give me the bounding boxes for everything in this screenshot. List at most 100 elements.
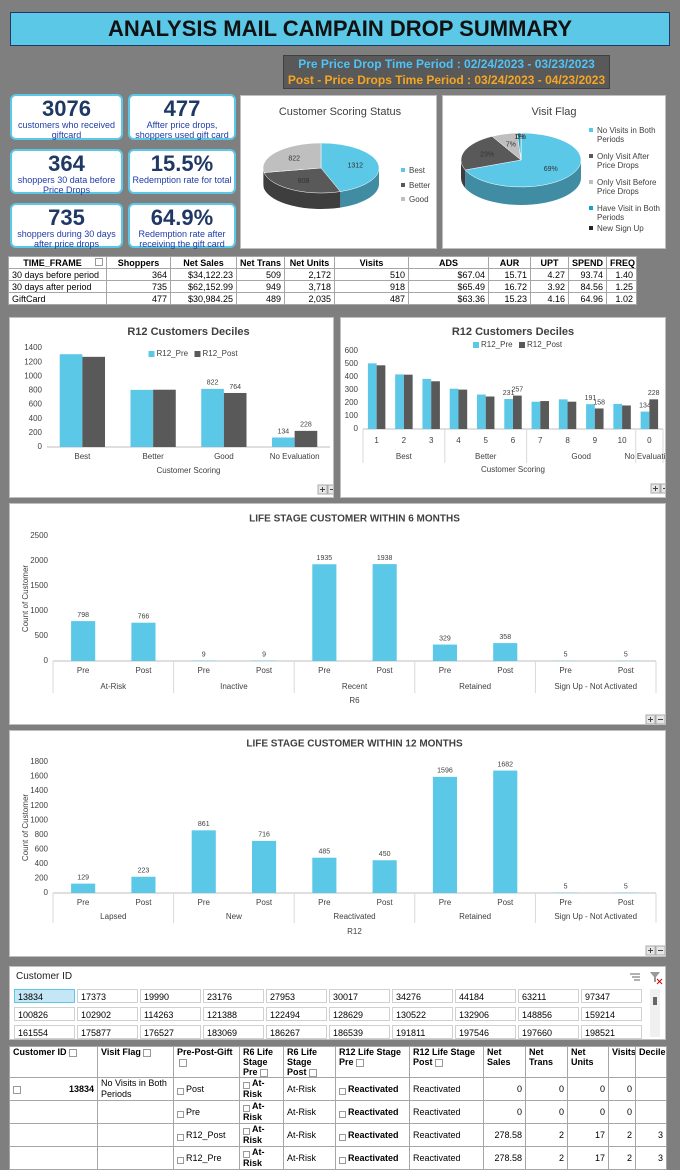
expand-icon[interactable]: [339, 1088, 346, 1095]
expand-icon[interactable]: [177, 1134, 184, 1141]
data-label: 861: [198, 821, 210, 828]
slicer-item[interactable]: 34276: [392, 989, 453, 1003]
slicer-item[interactable]: 130522: [392, 1007, 453, 1021]
pivot-cell: At-Risk: [284, 1124, 336, 1147]
clear-filter-icon[interactable]: [650, 972, 662, 984]
table-cell: GiftCard: [9, 293, 107, 305]
slicer-item[interactable]: 183069: [203, 1025, 264, 1039]
chart-title: Visit Flag: [531, 106, 576, 118]
slicer-item[interactable]: 63211: [518, 989, 579, 1003]
expand-icon[interactable]: [177, 1157, 184, 1164]
cell-text: 3: [658, 1130, 663, 1140]
bar: [224, 393, 247, 447]
table-cell: 477: [107, 293, 171, 305]
data-label: 228: [648, 390, 660, 397]
x-tick-label: Pre: [439, 898, 452, 907]
slicer-item[interactable]: 148856: [518, 1007, 579, 1021]
slicer-item[interactable]: 176527: [140, 1025, 201, 1039]
slicer-item[interactable]: 114263: [140, 1007, 201, 1021]
expand-icon[interactable]: [339, 1157, 346, 1164]
collapse-button[interactable]: [656, 715, 665, 724]
collapse-button[interactable]: [661, 484, 666, 493]
slicer-item[interactable]: 44184: [455, 989, 516, 1003]
filter-dropdown[interactable]: [179, 1059, 187, 1067]
slicer-item[interactable]: 132906: [455, 1007, 516, 1021]
slicer-item[interactable]: 122494: [266, 1007, 327, 1021]
pivot-cell: 3: [636, 1147, 667, 1170]
table-cell: 2,035: [285, 293, 335, 305]
expand-icon[interactable]: [177, 1111, 184, 1118]
group-label: Lapsed: [100, 912, 126, 921]
legend-label: Better: [409, 181, 430, 190]
slicer-item[interactable]: 121388: [203, 1007, 264, 1021]
expand-button[interactable]: [651, 484, 660, 493]
multi-select-icon[interactable]: [630, 974, 640, 980]
legend-entry: No Visits in Both Periods: [597, 126, 665, 144]
slicer-item[interactable]: 102902: [77, 1007, 138, 1021]
filter-dropdown[interactable]: [260, 1069, 268, 1077]
expand-button[interactable]: [318, 485, 327, 494]
slicer-item[interactable]: 30017: [329, 989, 390, 1003]
scroll-thumb[interactable]: [653, 997, 657, 1005]
pivot-cell: 0: [484, 1078, 526, 1101]
data-label: 358: [499, 634, 511, 641]
cell-text: 0: [559, 1084, 564, 1094]
x-tick-label: Post: [135, 666, 152, 675]
slicer-item[interactable]: 186539: [329, 1025, 390, 1039]
filter-dropdown[interactable]: [95, 258, 103, 266]
data-label: 134: [639, 402, 651, 409]
scrollbar[interactable]: [650, 989, 660, 1037]
slicer-item[interactable]: 19990: [140, 989, 201, 1003]
dashboard-title: ANALYSIS MAIL CAMPAIN DROP SUMMARY: [10, 12, 670, 46]
data-label: 808: [298, 178, 310, 185]
y-axis-title: Count of Customer: [21, 565, 30, 632]
collapse-button[interactable]: [328, 485, 334, 494]
cell-text: 13834: [69, 1084, 94, 1094]
y-tick-label: 1800: [30, 757, 48, 766]
expand-button[interactable]: [646, 715, 655, 724]
expand-icon[interactable]: [243, 1151, 250, 1158]
slicer-item[interactable]: 100826: [14, 1007, 75, 1021]
slicer-item[interactable]: 13834: [14, 989, 75, 1003]
x-tick-label: 8: [565, 436, 570, 445]
slicer-item[interactable]: 128629: [329, 1007, 390, 1021]
slicer-item[interactable]: 191811: [392, 1025, 453, 1039]
y-tick-label: 1400: [30, 786, 48, 795]
slicer-item[interactable]: 198521: [581, 1025, 642, 1039]
expand-icon[interactable]: [339, 1111, 346, 1118]
slicer-item[interactable]: 197546: [455, 1025, 516, 1039]
y-tick-label: 0: [44, 888, 49, 897]
collapse-button[interactable]: [656, 946, 665, 955]
x-tick-label: 3: [429, 436, 434, 445]
table-cell: 509: [237, 269, 285, 281]
slicer-item[interactable]: 159214: [581, 1007, 642, 1021]
filter-dropdown[interactable]: [356, 1059, 364, 1067]
table-cell: $62,152.99: [171, 281, 237, 293]
y-tick-label: 1500: [30, 581, 48, 590]
slicer-item[interactable]: 186267: [266, 1025, 327, 1039]
filter-dropdown[interactable]: [69, 1049, 77, 1057]
slicer-item[interactable]: 197660: [518, 1025, 579, 1039]
expand-icon[interactable]: [243, 1128, 250, 1135]
slicer-item[interactable]: 27953: [266, 989, 327, 1003]
expand-icon[interactable]: [243, 1082, 250, 1089]
expand-icon[interactable]: [177, 1088, 184, 1095]
expand-button[interactable]: [646, 946, 655, 955]
slicer-item[interactable]: 175877: [77, 1025, 138, 1039]
filter-dropdown[interactable]: [143, 1049, 151, 1057]
expand-icon[interactable]: [243, 1105, 250, 1112]
cell-text: 0: [600, 1107, 605, 1117]
group-label: Best: [396, 452, 413, 461]
collapse-icon[interactable]: [13, 1086, 21, 1094]
slicer-item[interactable]: 161554: [14, 1025, 75, 1039]
slicer-item[interactable]: 23176: [203, 989, 264, 1003]
filter-dropdown[interactable]: [435, 1059, 443, 1067]
bar: [493, 643, 517, 661]
slicer-item[interactable]: 97347: [581, 989, 642, 1003]
filter-dropdown[interactable]: [309, 1069, 317, 1077]
y-tick-label: 1000: [30, 815, 48, 824]
expand-icon[interactable]: [339, 1134, 346, 1141]
slicer-item[interactable]: 17373: [77, 989, 138, 1003]
chart: LIFE STAGE CUSTOMER WITHIN 6 MONTHS05001…: [10, 504, 666, 725]
